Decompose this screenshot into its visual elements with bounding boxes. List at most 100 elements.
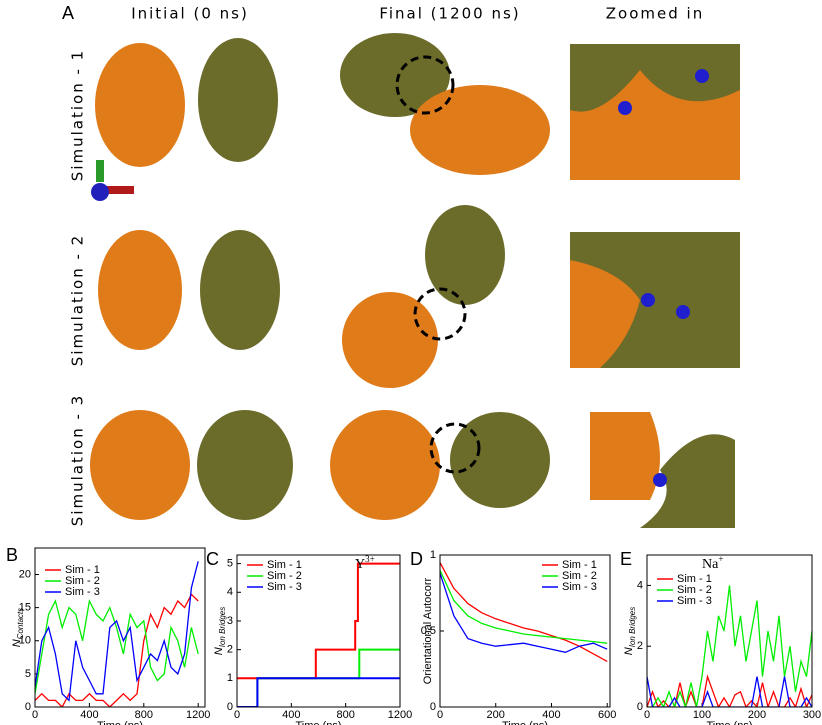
series-line [237,677,400,707]
ion [641,293,655,307]
protein [570,44,740,112]
x-tick-label: 800 [135,709,153,721]
legend-label: Sim - 3 [267,581,302,593]
x-tick-label: 200 [748,709,766,721]
y-tick-label: 20 [19,568,31,580]
column-title: Zoomed in [606,5,704,23]
y-axis-label: NContacts [11,608,25,648]
panel-label: B [6,545,18,565]
panel-label: E [620,549,632,569]
y-tick-label: 10 [19,635,31,647]
series-line [237,562,400,680]
x-axis-label: Time (ns) [295,720,341,725]
y-axis-label: NIon Bridges [623,607,637,655]
x-tick-label: 0 [437,709,443,721]
x-tick-label: 1200 [388,709,412,721]
protein [590,412,660,500]
legend-label: Sim - 3 [65,586,100,598]
protein [640,434,735,528]
x-tick-label: 100 [693,709,711,721]
plot-frame [34,547,206,708]
y-axis-label-sub: Ion Bridges [218,607,227,647]
y-tick-label: 0.5 [421,625,436,637]
x-tick-label: 600 [598,709,616,721]
protein [197,410,293,520]
legend-label: Sim - 1 [267,559,302,571]
x-tick-label: 800 [336,709,354,721]
protein [95,43,185,167]
protein [425,205,505,305]
legend-label: Sim - 1 [562,559,597,571]
annotation-main: Na [702,557,719,572]
axis-arrow [96,160,104,182]
row-title: Simulation - 1 [69,49,87,181]
y-axis-label-sub: Ion Bridges [628,607,637,647]
y-axis-label-main: N [623,647,635,655]
row-title: Simulation - 3 [69,394,87,526]
ion [676,305,690,319]
ion [695,69,709,83]
y-tick-label: 5 [227,558,233,570]
legend-label: Sim - 2 [677,584,712,596]
x-axis-label: Time (ns) [97,720,143,725]
y-tick-label: 0 [637,701,643,713]
legend-label: Sim - 1 [65,564,100,576]
y-axis-label-main: Orientational Autocorr [422,577,434,684]
panel-a: A Initial (0 ns) Final (1200 ns) Zoomed … [62,3,740,528]
legend-label: Sim - 2 [562,570,597,582]
x-tick-label: 0 [32,709,38,721]
axis-arrow [91,183,109,201]
ion [618,101,632,115]
axis-arrow [106,186,134,194]
x-tick-label: 0 [644,709,650,721]
protein [342,292,438,388]
y-axis-label: NIon Bridges [213,607,227,655]
ion [653,473,667,487]
column-title: Initial (0 ns) [131,5,249,23]
highlight-circle [429,422,481,474]
x-axis-label: Time (ns) [706,720,752,725]
y-tick-label: 1 [430,549,436,561]
panel-label: D [410,549,423,569]
y-tick-label: 4 [637,579,643,591]
y-axis-label-sub: Contacts [16,608,25,640]
annotation-main: Y [355,557,365,572]
series-line [35,593,199,707]
annotation: Na+ [702,554,723,572]
x-tick-label: 1200 [186,709,210,721]
panel-label: C [206,549,219,569]
y-tick-label: 0 [430,701,436,713]
protein [90,410,190,520]
series-line [647,676,812,707]
highlight-circle [413,287,467,341]
legend-label: Sim - 1 [677,573,712,585]
protein [340,33,450,117]
y-tick-label: 2 [227,644,233,656]
series-line [440,569,608,644]
plot-frame [646,554,813,708]
x-tick-label: 400 [282,709,300,721]
y-tick-label: 0 [25,701,31,713]
highlight-circle [395,55,455,115]
x-axis-label: Time (ns) [502,720,548,725]
annotation-sup: + [718,554,723,564]
y-tick-label: 5 [25,668,31,680]
y-tick-label: 3 [227,615,233,627]
y-axis-label: Orientational Autocorr [422,577,434,684]
protein [198,38,278,162]
x-tick-label: 400 [80,709,98,721]
protein [330,410,440,520]
x-tick-label: 0 [234,709,240,721]
y-tick-label: 1 [227,672,233,684]
y-tick-label: 4 [227,586,233,598]
annotation: Y3+ [355,554,375,572]
y-axis-label-main: N [213,647,225,655]
legend-label: Sim - 3 [562,581,597,593]
series-line [35,598,199,694]
column-title: Final (1200 ns) [379,5,520,23]
annotation-sup: 3+ [365,554,375,564]
protein [98,230,182,350]
protein [570,260,640,368]
x-tick-label: 200 [487,709,505,721]
